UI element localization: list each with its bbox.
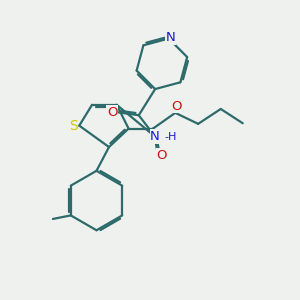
Text: O: O [107,106,117,119]
Text: -H: -H [164,132,176,142]
Text: O: O [157,148,167,162]
Text: N: N [150,130,160,143]
Text: S: S [69,118,78,133]
Text: N: N [165,32,175,44]
Text: O: O [172,100,182,113]
